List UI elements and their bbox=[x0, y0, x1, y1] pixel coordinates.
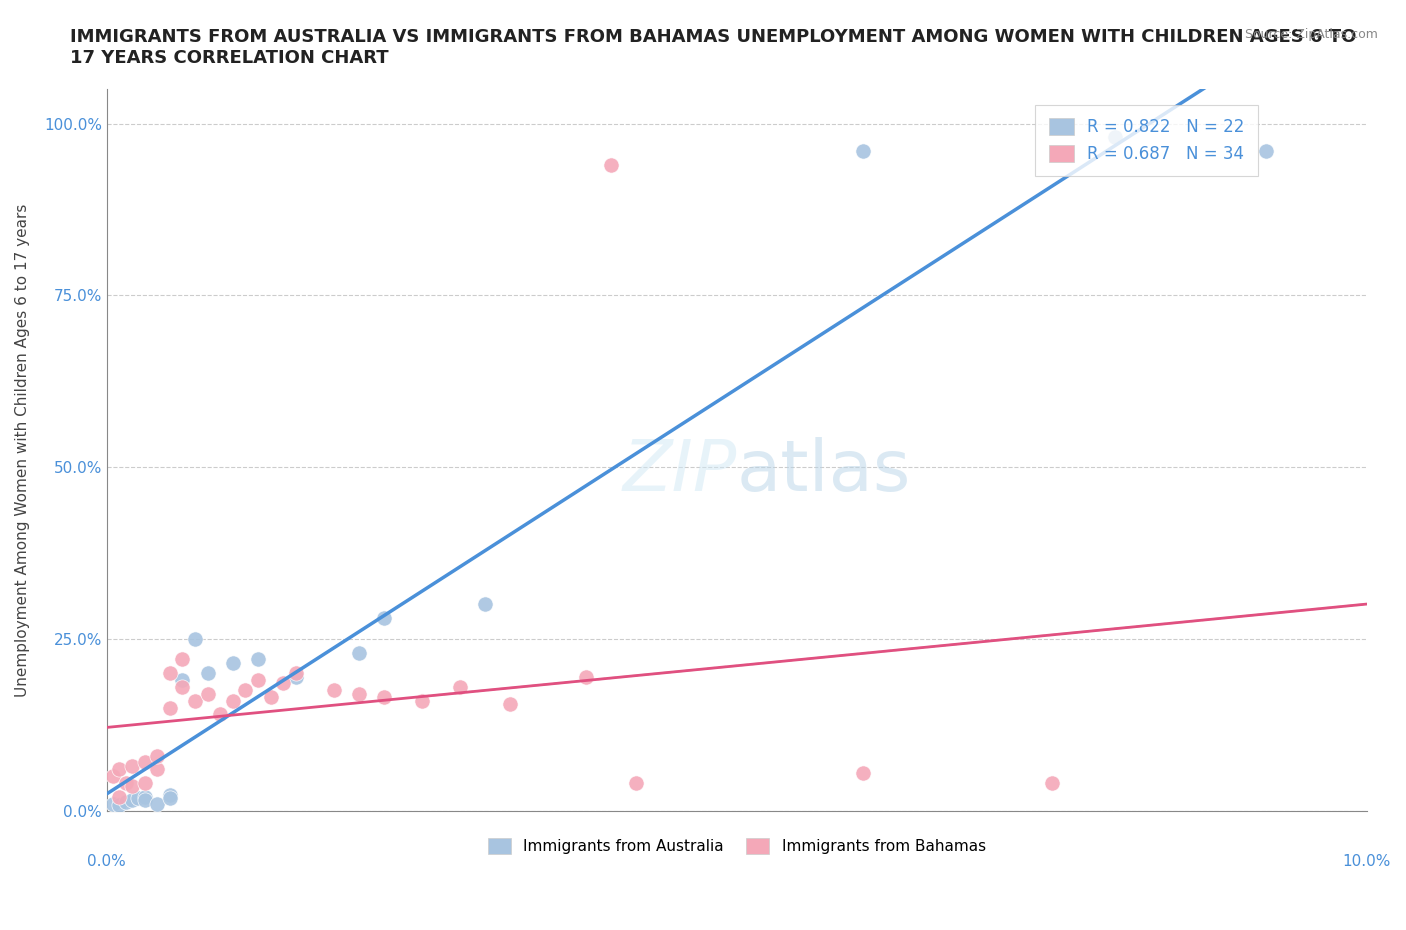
Point bbox=[146, 796, 169, 811]
Point bbox=[184, 631, 207, 646]
Point bbox=[284, 670, 307, 684]
Point bbox=[121, 779, 143, 794]
Point bbox=[271, 676, 294, 691]
Text: 10.0%: 10.0% bbox=[1343, 854, 1391, 869]
Point bbox=[184, 693, 207, 708]
Point bbox=[449, 680, 471, 695]
Point bbox=[852, 144, 875, 159]
Point bbox=[146, 748, 169, 763]
Text: Source: ZipAtlas.com: Source: ZipAtlas.com bbox=[1244, 28, 1378, 41]
Point bbox=[852, 765, 875, 780]
Point bbox=[159, 790, 181, 805]
Point bbox=[127, 790, 149, 805]
Point bbox=[373, 690, 395, 705]
Point bbox=[108, 762, 131, 777]
Point bbox=[114, 795, 136, 810]
Y-axis label: Unemployment Among Women with Children Ages 6 to 17 years: Unemployment Among Women with Children A… bbox=[15, 204, 30, 697]
Text: ZIP: ZIP bbox=[623, 437, 737, 506]
Point bbox=[108, 790, 131, 804]
Point bbox=[235, 683, 257, 698]
Point bbox=[222, 693, 245, 708]
Point bbox=[121, 759, 143, 774]
Point bbox=[159, 666, 181, 681]
Point bbox=[599, 157, 621, 172]
Point bbox=[101, 796, 124, 811]
Point bbox=[347, 686, 370, 701]
Point bbox=[172, 680, 194, 695]
Point bbox=[347, 645, 370, 660]
Point bbox=[197, 686, 219, 701]
Point bbox=[134, 776, 156, 790]
Point bbox=[259, 690, 281, 705]
Point bbox=[1104, 130, 1126, 145]
Text: 0.0%: 0.0% bbox=[87, 854, 127, 869]
Point bbox=[172, 652, 194, 667]
Text: atlas: atlas bbox=[737, 437, 911, 506]
Point bbox=[1254, 144, 1277, 159]
Point bbox=[574, 670, 596, 684]
Point bbox=[108, 798, 131, 813]
Point bbox=[146, 762, 169, 777]
Point bbox=[114, 776, 136, 790]
Point bbox=[197, 666, 219, 681]
Point bbox=[411, 693, 433, 708]
Point bbox=[246, 652, 269, 667]
Point bbox=[322, 683, 344, 698]
Point bbox=[209, 707, 232, 722]
Point bbox=[159, 788, 181, 803]
Text: IMMIGRANTS FROM AUSTRALIA VS IMMIGRANTS FROM BAHAMAS UNEMPLOYMENT AMONG WOMEN WI: IMMIGRANTS FROM AUSTRALIA VS IMMIGRANTS … bbox=[70, 28, 1357, 67]
Point bbox=[499, 697, 522, 711]
Point bbox=[121, 792, 143, 807]
Point bbox=[284, 666, 307, 681]
Point bbox=[624, 776, 647, 790]
Point bbox=[1040, 776, 1063, 790]
Legend: Immigrants from Australia, Immigrants from Bahamas: Immigrants from Australia, Immigrants fr… bbox=[482, 832, 991, 860]
Point bbox=[373, 611, 395, 626]
Point bbox=[101, 769, 124, 784]
Point bbox=[474, 597, 496, 612]
Point bbox=[172, 672, 194, 687]
Point bbox=[159, 700, 181, 715]
Point bbox=[222, 656, 245, 671]
Point bbox=[134, 790, 156, 804]
Point bbox=[134, 755, 156, 770]
Point bbox=[134, 792, 156, 807]
Point bbox=[246, 672, 269, 687]
